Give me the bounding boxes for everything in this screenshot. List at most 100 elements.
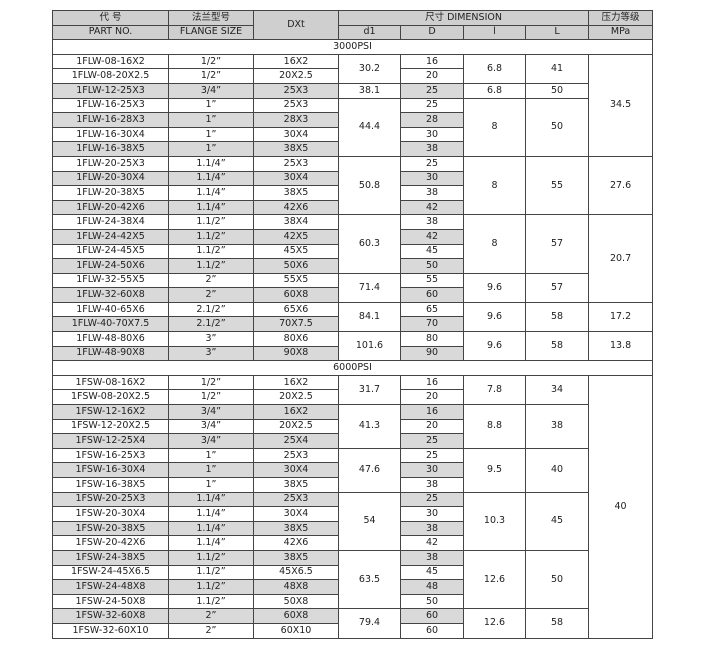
d-outer: 25 [400, 491, 464, 508]
d1: 41.3 [338, 404, 401, 449]
dxt: 25X3 [253, 155, 339, 172]
dxt: 38X4 [253, 214, 339, 230]
part-no: 1FSW-16-30X4 [52, 462, 169, 478]
d-outer: 60 [400, 622, 464, 639]
part-no: 1FLW-20-38X5 [52, 185, 169, 201]
flange-size: 1” [168, 97, 254, 114]
d-outer: 16 [400, 53, 464, 70]
table-row: 1FLW-48-90X8 3” 90X8 90 [52, 345, 653, 362]
part-no: 1FSW-20-42X6 [52, 535, 169, 551]
table-row: 1FLW-20-25X3 1.1/4” 25X3 50.8 25 8 55 27.6 [52, 155, 654, 216]
flange-size: 1.1/2” [168, 579, 254, 595]
part-no: 1FLW-48-80X6 [52, 331, 169, 347]
table-row: 1FSW-12-16X2 3/4” 16X2 41.3 16 8.8 38 [52, 404, 653, 449]
length: 58 [524, 608, 590, 639]
l: 8 [463, 97, 526, 157]
dxt: 25X3 [253, 447, 339, 464]
dxt: 25X3 [253, 491, 339, 508]
part-no: 1FSW-32-60X8 [52, 608, 169, 624]
flange-size: 2” [168, 608, 254, 624]
l: 8.8 [463, 404, 526, 449]
dxt: 50X6 [253, 258, 339, 274]
section-title: 6000PSI [51, 360, 654, 376]
d-outer: 90 [400, 345, 464, 362]
flange-size: 1.1/2” [168, 228, 254, 245]
l: 9.6 [463, 272, 526, 303]
part-no: 1FLW-20-30X4 [52, 170, 169, 187]
flange-size: 3/4” [168, 82, 254, 99]
d-outer: 42 [400, 228, 464, 245]
part-no: 1FSW-16-38X5 [52, 477, 169, 493]
flange-size: 1” [168, 126, 254, 143]
part-no: 1FLW-12-25X3 [52, 82, 169, 99]
flange-size: 1” [168, 141, 254, 157]
d1: 54 [338, 491, 401, 551]
d1: 63.5 [338, 549, 401, 610]
d-outer: 25 [400, 97, 464, 114]
d-outer: 42 [400, 199, 464, 216]
dxt: 28X3 [253, 112, 339, 128]
table-row: 1FSW-20-38X5 1.1/4” 38X5 38 [52, 520, 653, 537]
table-row: 1FLW-16-25X3 1” 25X3 44.4 25 8 50 [52, 97, 653, 157]
table-row: 1FSW-20-25X3 1.1/4” 25X3 54 25 10.3 45 [52, 491, 653, 551]
flange-size: 2” [168, 287, 254, 303]
d1: 47.6 [338, 447, 401, 493]
dxt: 48X8 [253, 579, 339, 595]
dxt: 42X5 [253, 228, 339, 245]
l: 10.3 [463, 491, 526, 551]
d1: 44.4 [338, 97, 401, 157]
part-no: 1FSW-24-45X6.5 [52, 564, 169, 581]
d-outer: 50 [400, 258, 464, 274]
part-no: 1FLW-24-50X6 [52, 258, 169, 274]
flange-size: 1” [168, 447, 254, 464]
flange-size: 1.1/2” [168, 258, 254, 274]
header-cell: DXt [253, 9, 339, 41]
flange-size: 2.1/2” [168, 316, 254, 333]
table-row: 1FSW-24-50X8 1.1/2” 50X8 50 [52, 593, 653, 610]
header-cell: L [524, 24, 590, 41]
dxt: 60X8 [253, 608, 339, 624]
length: 57 [524, 272, 590, 303]
length: 58 [524, 301, 590, 333]
pressure: 27.6 [588, 155, 654, 216]
table-row: 3000PSI [51, 39, 654, 55]
part-no: 1FLW-08-16X2 [52, 53, 169, 70]
flange-size: 1.1/2” [168, 549, 254, 566]
table-row: 1FSW-24-45X6.5 1.1/2” 45X6.5 45 [52, 564, 653, 581]
d-outer: 25 [400, 82, 464, 99]
flange-size: 1/2” [168, 389, 254, 406]
dxt: 80X6 [253, 331, 339, 347]
length: 57 [524, 214, 590, 274]
flange-size: 1.1/4” [168, 199, 254, 216]
header-cell: D [400, 24, 464, 41]
table-row: 1FLW-16-28X3 1” 28X3 28 [52, 112, 653, 128]
d-outer: 16 [400, 374, 464, 391]
table-row: 1FLW-12-25X3 3/4” 25X3 38.1 25 6.8 50 [52, 82, 653, 99]
d-outer: 42 [400, 535, 464, 551]
d-outer: 60 [400, 608, 464, 624]
pressure: 17.2 [588, 301, 654, 333]
l: 12.6 [463, 549, 526, 610]
part-no: 1FLW-32-55X5 [52, 272, 169, 289]
dxt: 50X8 [253, 593, 339, 610]
table-row: 1FLW-20-42X6 1.1/4” 42X6 42 [52, 199, 653, 216]
flange-size: 1.1/2” [168, 564, 254, 581]
d-outer: 80 [400, 331, 464, 347]
d-outer: 25 [400, 433, 464, 449]
part-no: 1FLW-24-45X5 [52, 243, 169, 260]
spec-table: 代 号 法兰型号 DXt 尺寸 DIMENSION 压力等级 PART NO. … [51, 9, 654, 639]
part-no: 1FLW-20-25X3 [52, 155, 169, 172]
part-no: 1FSW-20-30X4 [52, 506, 169, 522]
l: 9.5 [463, 447, 526, 493]
l: 7.8 [463, 374, 526, 406]
part-no: 1FSW-12-20X2.5 [52, 418, 169, 435]
table-row: 1FLW-40-65X6 2.1/2” 65X6 84.1 65 9.6 58 17.2 [52, 301, 654, 333]
part-no: 1FSW-24-38X5 [52, 549, 169, 566]
d-outer: 45 [400, 564, 464, 581]
length: 50 [524, 549, 590, 610]
header-cell: 压力等级 [588, 10, 654, 26]
header-cell: 尺寸 DIMENSION [337, 10, 590, 26]
table-row: 1FLW-08-16X2 1/2” 16X2 30.2 16 6.8 41 34.5 [52, 53, 654, 157]
part-no: 1FSW-08-20X2.5 [52, 389, 169, 406]
dxt: 20X2.5 [253, 389, 339, 406]
